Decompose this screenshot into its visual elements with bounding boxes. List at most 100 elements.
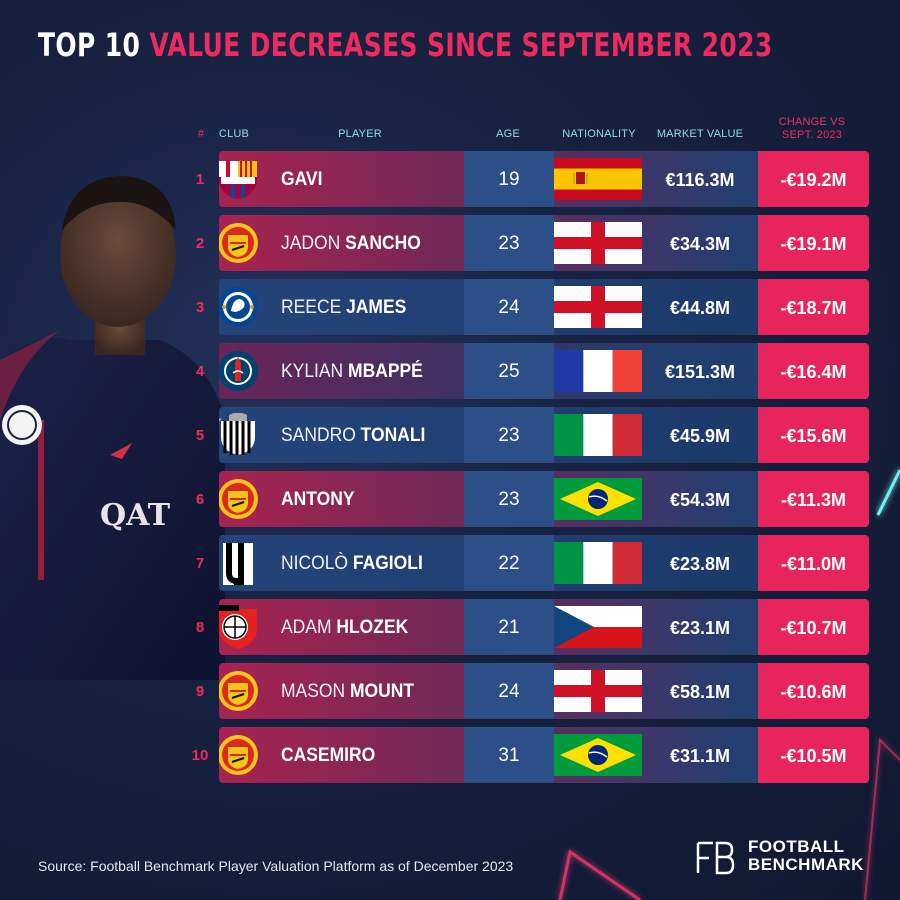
market-value: €23.1M (669, 618, 731, 638)
value-change: -€15.6M (758, 407, 869, 463)
player-first-name: SANDRO (281, 425, 361, 446)
table-row: 9 MASON MOUNT 24 €58.1M -€10.6M (0, 663, 900, 719)
player-photo: QAT (0, 176, 225, 680)
market-value: €45.9M (669, 426, 731, 446)
value-change: -€16.4M (758, 343, 869, 399)
player-name: JADON SANCHO (281, 215, 421, 271)
player-name: REECE JAMES (281, 279, 406, 335)
value-change: -€11.0M (758, 535, 869, 591)
rank-number: 10 (191, 747, 209, 764)
england-flag (554, 286, 642, 328)
player-last-name: JAMES (346, 297, 407, 318)
player-last-name: MBAPPÉ (348, 361, 423, 382)
player-age: 23 (464, 471, 554, 527)
header-player: PLAYER (338, 128, 382, 140)
brand-line2: BENCHMARK (748, 855, 864, 874)
player-last-name: FAGIOLI (352, 553, 423, 574)
market-value: €116.3M (665, 170, 735, 190)
value-change: -€10.5M (758, 727, 869, 783)
value-change: -€10.7M (758, 599, 869, 655)
manchester-united-crest (219, 735, 258, 775)
rank-number: 8 (195, 619, 205, 636)
player-age: 25 (464, 343, 554, 399)
title-part1: TOP 10 (38, 26, 141, 64)
header-rank: # (197, 128, 205, 140)
player-first-name: JADON (281, 233, 346, 254)
market-value: €44.8M (669, 298, 731, 318)
market-value: €34.3M (669, 234, 731, 254)
table-row: 7 NICOLÒ FAGIOLI 22 €23.8M -€11.0M (0, 535, 900, 591)
france-flag (554, 350, 642, 392)
value-change: -€19.2M (758, 151, 869, 207)
player-last-name: HLOZEK (336, 617, 409, 638)
manchester-united-crest (219, 223, 258, 263)
fc-barcelona-crest (219, 161, 257, 199)
player-last-name: MOUNT (349, 681, 415, 702)
header-age: AGE (496, 128, 520, 140)
page-title: TOP 10 VALUE DECREASES SINCE SEPTEMBER 2… (38, 26, 773, 64)
newcastle-crest (219, 413, 255, 455)
player-name: ANTONY (281, 471, 354, 527)
england-flag (554, 670, 642, 712)
value-change: -€11.3M (758, 471, 869, 527)
row-bar: ANTONY 23 €54.3M -€11.3M (219, 471, 869, 527)
player-age: 23 (464, 215, 554, 271)
player-last-name: CASEMIRO (281, 745, 376, 766)
header-nationality: NATIONALITY (562, 128, 636, 140)
table-row: 4 KYLIAN MBAPPÉ 25 €151.3M -€16.4M (0, 343, 900, 399)
player-age: 24 (464, 663, 554, 719)
player-age: 31 (464, 727, 554, 783)
player-name: NICOLÒ FAGIOLI (281, 535, 423, 591)
brazil-flag (554, 734, 642, 776)
rank-number: 4 (195, 363, 205, 380)
manchester-united-crest (219, 671, 258, 711)
title-part2: VALUE DECREASES SINCE SEPTEMBER 2023 (149, 26, 773, 64)
table-row: 8 ADAM HLOZEK 21 €23.1M -€10.7M (0, 599, 900, 655)
rank-number: 7 (195, 555, 205, 572)
value-change: -€19.1M (758, 215, 869, 271)
market-value: €23.8M (669, 554, 731, 574)
market-value: €54.3M (669, 490, 731, 510)
juventus-crest (223, 543, 253, 585)
row-bar: SANDRO TONALI 23 €45.9M -€15.6M (219, 407, 869, 463)
header-change: CHANGE VS SEPT. 2023 (762, 116, 862, 142)
brazil-flag (554, 478, 642, 520)
table-row: 6 ANTONY 23 €54.3M -€11.3M (0, 471, 900, 527)
value-change: -€10.6M (758, 663, 869, 719)
player-name: SANDRO TONALI (281, 407, 425, 463)
brand-name: FOOTBALL BENCHMARK (748, 838, 864, 874)
rank-number: 6 (195, 491, 205, 508)
italy-flag (554, 542, 642, 584)
rank-number: 3 (195, 299, 205, 316)
rank-number: 5 (195, 427, 205, 444)
table-row: 2 JADON SANCHO 23 €34.3M -€19.1M (0, 215, 900, 271)
player-name: ADAM HLOZEK (281, 599, 408, 655)
player-name: MASON MOUNT (281, 663, 414, 719)
header-change-line1: CHANGE VS (778, 116, 846, 128)
table-row: 10 CASEMIRO 31 €31.1M -€10.5M (0, 727, 900, 783)
table-row: 5 SANDRO TONALI 23 €45.9M -€15.6M (0, 407, 900, 463)
bayer-leverkusen-crest (219, 605, 257, 649)
england-flag (554, 222, 642, 264)
player-last-name: GAVI (281, 169, 323, 190)
row-bar: REECE JAMES 24 €44.8M -€18.7M (219, 279, 869, 335)
rank-number: 9 (195, 683, 205, 700)
spain-flag (554, 158, 642, 200)
italy-flag (554, 414, 642, 456)
player-age: 23 (464, 407, 554, 463)
rank-number: 1 (195, 171, 205, 188)
brand-line1: FOOTBALL (748, 837, 845, 856)
czech-flag (554, 606, 642, 648)
row-bar: KYLIAN MBAPPÉ 25 €151.3M -€16.4M (219, 343, 869, 399)
player-first-name: KYLIAN (281, 361, 349, 382)
player-first-name: NICOLÒ (281, 553, 353, 574)
market-value: €31.1M (669, 746, 731, 766)
player-last-name: TONALI (360, 425, 426, 446)
player-age: 22 (464, 535, 554, 591)
player-name: KYLIAN MBAPPÉ (281, 343, 423, 399)
row-bar: ADAM HLOZEK 21 €23.1M -€10.7M (219, 599, 869, 655)
header-market-value: MARKET VALUE (656, 128, 744, 140)
player-age: 19 (464, 151, 554, 207)
player-first-name: MASON (281, 681, 350, 702)
source-note: Source: Football Benchmark Player Valuat… (38, 858, 514, 874)
